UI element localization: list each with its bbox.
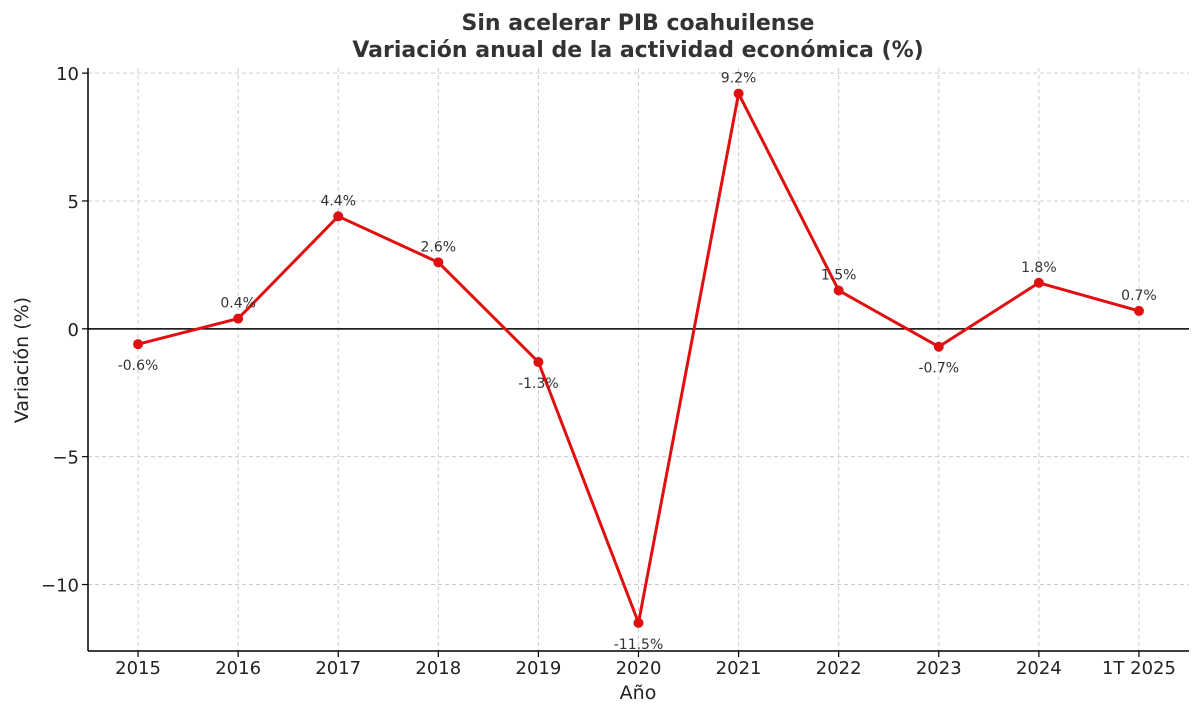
data-label: 0.4% bbox=[220, 296, 256, 312]
data-label: 9.2% bbox=[721, 71, 757, 87]
data-point bbox=[833, 285, 844, 296]
data-label: -0.6% bbox=[118, 358, 159, 374]
series: -0.6% 0.4% 4.4% 2.6% -1.3% -11.5% 9.2% 1.5% -0.7… bbox=[118, 71, 1157, 653]
x-tick-label: 2015 bbox=[115, 658, 161, 679]
x-tick-label: 1T 2025 bbox=[1102, 658, 1176, 679]
x-tick-label: 2021 bbox=[716, 658, 762, 679]
y-tick-label: 10 bbox=[56, 64, 79, 85]
data-point bbox=[433, 257, 444, 268]
data-label: 2.6% bbox=[421, 239, 457, 255]
y-tick-label: −10 bbox=[41, 576, 79, 597]
data-point bbox=[1033, 277, 1044, 288]
x-tick-label: 2022 bbox=[816, 658, 862, 679]
axes: 2015 2016 2017 2018 2019 2020 2021 2022 2023 2024… bbox=[41, 64, 1189, 679]
data-label: 0.7% bbox=[1121, 288, 1157, 304]
data-label: -1.3% bbox=[518, 376, 559, 392]
y-tick-label: 0 bbox=[68, 320, 79, 341]
y-axis-label: Variación (%) bbox=[11, 297, 33, 423]
x-tick-label: 2020 bbox=[616, 658, 662, 679]
data-point bbox=[333, 211, 344, 222]
x-tick-label: 2017 bbox=[315, 658, 361, 679]
data-point bbox=[133, 339, 144, 350]
x-tick-label: 2016 bbox=[215, 658, 261, 679]
data-label: 1.8% bbox=[1021, 260, 1057, 276]
grid bbox=[88, 68, 1189, 651]
x-tick-label: 2018 bbox=[415, 658, 461, 679]
chart-subtitle: Variación anual de la actividad económic… bbox=[352, 38, 923, 63]
data-point bbox=[633, 617, 644, 628]
x-axis-label: Año bbox=[620, 682, 657, 704]
y-tick-label: 5 bbox=[68, 192, 79, 213]
data-point bbox=[933, 341, 944, 352]
data-label: -11.5% bbox=[614, 637, 664, 653]
y-tick-label: −5 bbox=[52, 448, 79, 469]
x-tick-label: 2023 bbox=[916, 658, 962, 679]
data-point bbox=[733, 88, 744, 99]
x-tick-label: 2019 bbox=[516, 658, 562, 679]
data-point bbox=[233, 313, 244, 324]
data-label: -0.7% bbox=[918, 361, 959, 377]
data-label: 4.4% bbox=[320, 193, 356, 209]
data-point bbox=[533, 357, 544, 368]
data-label: 1.5% bbox=[821, 267, 857, 283]
x-tick-label: 2024 bbox=[1016, 658, 1062, 679]
chart-title: Sin acelerar PIB coahuilense bbox=[462, 11, 815, 36]
data-point bbox=[1133, 305, 1144, 316]
